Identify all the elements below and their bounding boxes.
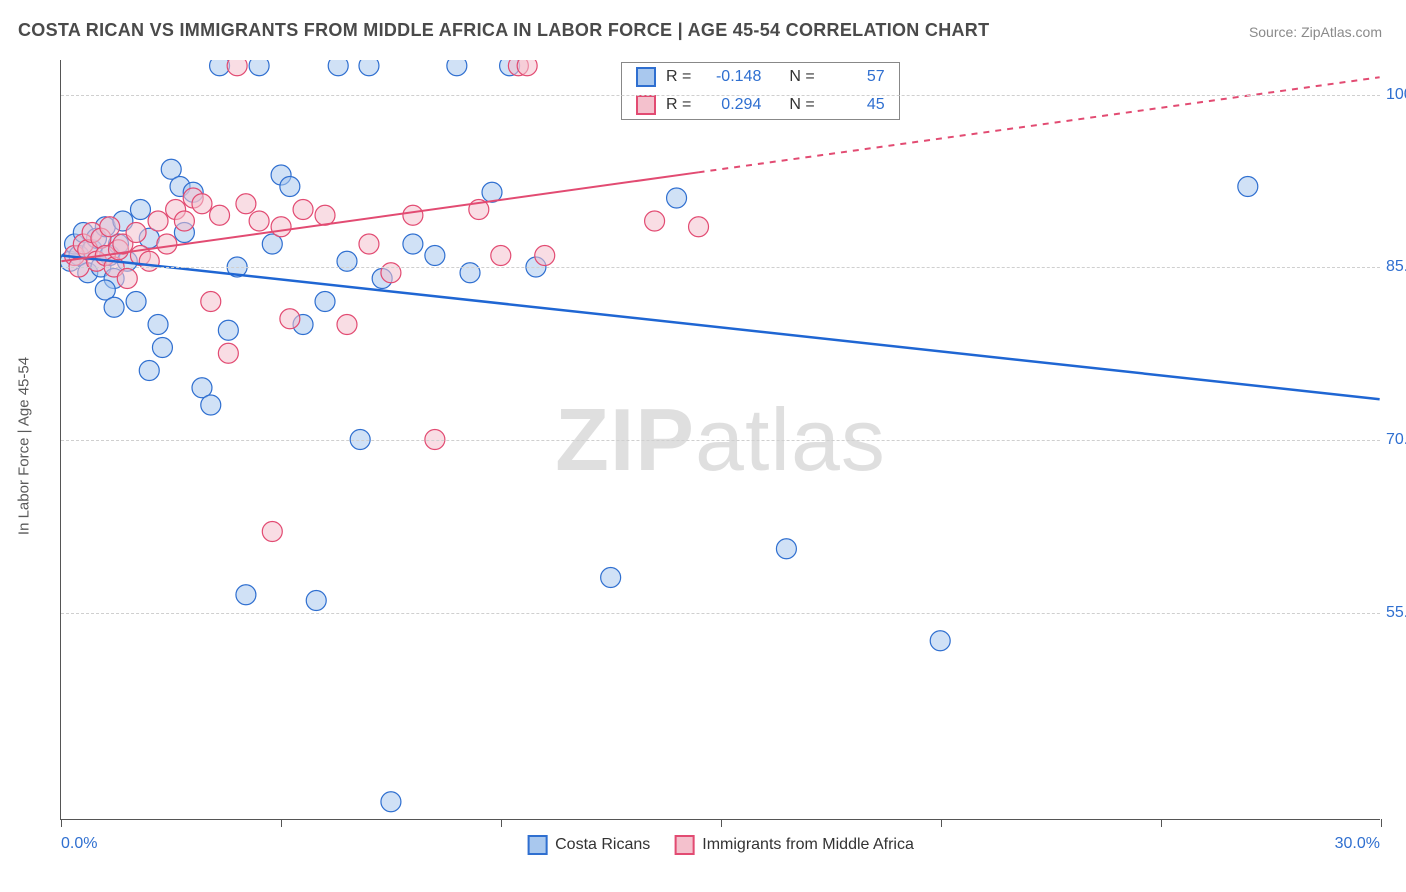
- point-costa: [280, 177, 300, 197]
- n-value-costa: 57: [825, 68, 885, 86]
- point-costa: [130, 200, 150, 220]
- point-africa: [192, 194, 212, 214]
- point-africa: [174, 211, 194, 231]
- point-costa: [1238, 177, 1258, 197]
- point-costa: [381, 792, 401, 812]
- point-costa: [776, 539, 796, 559]
- point-africa: [491, 246, 511, 266]
- point-costa: [104, 297, 124, 317]
- r-value-costa: -0.148: [701, 68, 761, 86]
- swatch-costa: [636, 67, 656, 87]
- point-costa: [152, 338, 172, 358]
- legend-item-africa: Immigrants from Middle Africa: [674, 835, 914, 855]
- legend-item-costa: Costa Ricans: [527, 835, 650, 855]
- legend-row-costa: R = -0.148 N = 57: [622, 63, 899, 91]
- point-africa: [201, 292, 221, 312]
- point-africa: [117, 269, 137, 289]
- point-africa: [210, 205, 230, 225]
- point-africa: [337, 315, 357, 335]
- correlation-legend: R = -0.148 N = 57 R = 0.294 N = 45: [621, 62, 900, 120]
- chart-container: COSTA RICAN VS IMMIGRANTS FROM MIDDLE AF…: [0, 0, 1406, 892]
- point-africa: [227, 60, 247, 76]
- point-africa: [148, 211, 168, 231]
- x-tick: [501, 819, 502, 827]
- point-africa: [645, 211, 665, 231]
- y-gridline: [61, 267, 1380, 268]
- point-costa: [328, 60, 348, 76]
- y-gridline: [61, 613, 1380, 614]
- point-africa: [517, 60, 537, 76]
- point-africa: [293, 200, 313, 220]
- point-costa: [126, 292, 146, 312]
- point-africa: [249, 211, 269, 231]
- point-africa: [236, 194, 256, 214]
- point-costa: [667, 188, 687, 208]
- swatch-costa-icon: [527, 835, 547, 855]
- point-africa: [403, 205, 423, 225]
- point-africa: [218, 343, 238, 363]
- y-tick-label: 100.0%: [1386, 86, 1406, 104]
- point-costa: [236, 585, 256, 605]
- point-costa: [359, 60, 379, 76]
- y-tick-label: 55.0%: [1386, 604, 1406, 622]
- x-tick: [281, 819, 282, 827]
- chart-title: COSTA RICAN VS IMMIGRANTS FROM MIDDLE AF…: [18, 20, 989, 41]
- point-costa: [218, 320, 238, 340]
- point-africa: [535, 246, 555, 266]
- r-value-africa: 0.294: [701, 96, 761, 114]
- source-attribution: Source: ZipAtlas.com: [1249, 24, 1382, 40]
- point-costa: [460, 263, 480, 283]
- legend-label-costa: Costa Ricans: [555, 836, 650, 854]
- point-africa: [359, 234, 379, 254]
- x-tick: [1161, 819, 1162, 827]
- y-axis-label: In Labor Force | Age 45-54: [16, 357, 33, 535]
- swatch-africa-icon: [674, 835, 694, 855]
- point-costa: [315, 292, 335, 312]
- point-costa: [601, 568, 621, 588]
- series-legend: Costa Ricans Immigrants from Middle Afri…: [527, 835, 914, 855]
- point-africa: [262, 522, 282, 542]
- x-tick: [1381, 819, 1382, 827]
- point-africa: [271, 217, 291, 237]
- point-costa: [249, 60, 269, 76]
- point-costa: [306, 591, 326, 611]
- point-africa: [689, 217, 709, 237]
- point-costa: [425, 246, 445, 266]
- y-tick-label: 70.0%: [1386, 431, 1406, 449]
- x-tick: [61, 819, 62, 827]
- point-africa: [157, 234, 177, 254]
- point-africa: [381, 263, 401, 283]
- swatch-africa: [636, 95, 656, 115]
- point-costa: [148, 315, 168, 335]
- trend-costa: [61, 256, 1379, 400]
- y-tick-label: 85.0%: [1386, 258, 1406, 276]
- plot-area: ZIPatlas R = -0.148 N = 57 R = 0.294 N =…: [60, 60, 1380, 820]
- point-costa: [403, 234, 423, 254]
- point-costa: [210, 60, 230, 76]
- point-africa: [100, 217, 120, 237]
- point-costa: [930, 631, 950, 651]
- x-tick: [721, 819, 722, 827]
- x-tick: [941, 819, 942, 827]
- n-value-africa: 45: [825, 96, 885, 114]
- point-costa: [201, 395, 221, 415]
- x-tick-label-left: 0.0%: [61, 835, 97, 853]
- point-africa: [280, 309, 300, 329]
- point-africa: [315, 205, 335, 225]
- legend-label-africa: Immigrants from Middle Africa: [702, 836, 914, 854]
- y-gridline: [61, 440, 1380, 441]
- x-tick-label-right: 30.0%: [1335, 835, 1380, 853]
- point-africa: [126, 223, 146, 243]
- y-gridline: [61, 95, 1380, 96]
- point-costa: [447, 60, 467, 76]
- point-costa: [139, 361, 159, 381]
